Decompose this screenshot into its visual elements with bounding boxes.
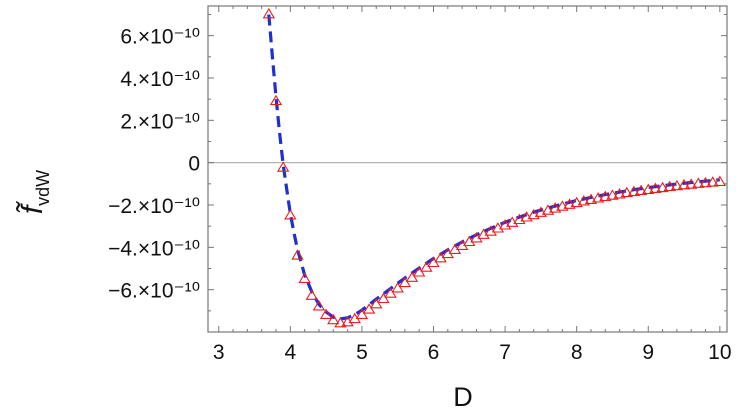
data-point-triangle (355, 308, 369, 319)
data-point-triangle (405, 271, 419, 282)
data-point-triangle (362, 303, 376, 314)
data-point-triangle (391, 282, 404, 293)
y-tick-label: 4.×10⁻¹⁰ (120, 68, 200, 91)
x-tick-label: 3 (213, 341, 225, 364)
data-point-triangle (398, 276, 412, 288)
data-point-triangle (677, 178, 691, 190)
data-point-triangle (284, 209, 297, 220)
data-point-triangle (599, 190, 612, 202)
data-point-triangle (613, 188, 626, 199)
y-tick-label: −2.×10⁻¹⁰ (108, 195, 200, 218)
y-tick-label: 0 (188, 153, 200, 176)
data-point-triangle (692, 177, 705, 188)
data-point-triangle (685, 178, 698, 189)
x-tick-label: 10 (708, 341, 731, 364)
y-tick-label: 6.×10⁻¹⁰ (120, 26, 200, 49)
data-point-triangle (606, 189, 619, 200)
data-point-triangle (312, 300, 326, 311)
data-point-triangle (377, 292, 390, 304)
x-tick-label: 4 (284, 341, 296, 364)
x-axis-ticks (218, 6, 721, 332)
data-point-triangle (570, 196, 583, 208)
data-point-triangle (577, 195, 591, 206)
data-point-triangle (541, 204, 555, 215)
data-point-triangle (291, 249, 304, 260)
data-point-triangle (334, 316, 347, 328)
y-axis-tick-labels: 6.×10⁻¹⁰ 4.×10⁻¹⁰ 2.×10⁻¹⁰ 0 −2.×10⁻¹⁰ −4.×10… (108, 26, 200, 303)
y-axis-label-subscript: vdW (33, 170, 53, 206)
x-tick-label: 7 (499, 341, 511, 364)
data-point-triangle (706, 176, 719, 187)
data-point-triangle (584, 193, 598, 204)
data-point-triangle (713, 175, 727, 186)
fit-curve-dashed (267, 14, 720, 321)
x-tick-label: 5 (356, 341, 368, 364)
data-point-triangle (670, 179, 684, 191)
data-point-triangle (384, 287, 397, 298)
data-point-triangle (262, 7, 276, 19)
plot-frame (207, 5, 728, 333)
data-point-triangle (370, 297, 383, 309)
data-point-triangle (642, 183, 655, 195)
data-point-triangle (556, 200, 569, 211)
y-tick-label: −4.×10⁻¹⁰ (108, 237, 200, 260)
data-point-triangle (269, 94, 283, 106)
data-point-triangle (549, 202, 562, 213)
x-axis-tick-labels: 3 4 5 6 7 8 9 10 (213, 341, 732, 364)
data-point-triangle (319, 308, 333, 319)
x-tick-label: 8 (571, 341, 583, 364)
y-tick-label: −6.×10⁻¹⁰ (108, 280, 200, 303)
x-tick-label: 6 (428, 341, 440, 364)
data-point-triangle (276, 161, 290, 172)
svg-text:f̃vdW: f̃vdW (16, 170, 53, 214)
data-point-triangle (663, 180, 676, 192)
data-point-triangle (298, 272, 311, 283)
y-tick-label: 2.×10⁻¹⁰ (120, 110, 200, 133)
x-tick-label: 9 (642, 341, 654, 364)
data-point-triangle (534, 206, 548, 217)
data-point-triangle (649, 182, 662, 193)
data-point-triangle (620, 186, 633, 198)
x-axis-label: D (453, 382, 473, 412)
data-point-triangle (327, 313, 340, 325)
data-point-triangle (656, 181, 669, 193)
data-point-triangle (634, 184, 648, 196)
plot-area (262, 7, 727, 328)
data-point-triangle (627, 185, 641, 197)
y-axis-label: f̃vdW (16, 170, 53, 214)
data-point-triangle (699, 176, 712, 188)
data-point-triangle (305, 289, 318, 300)
data-point-triangle (563, 198, 576, 209)
data-point-triangle (591, 192, 605, 203)
